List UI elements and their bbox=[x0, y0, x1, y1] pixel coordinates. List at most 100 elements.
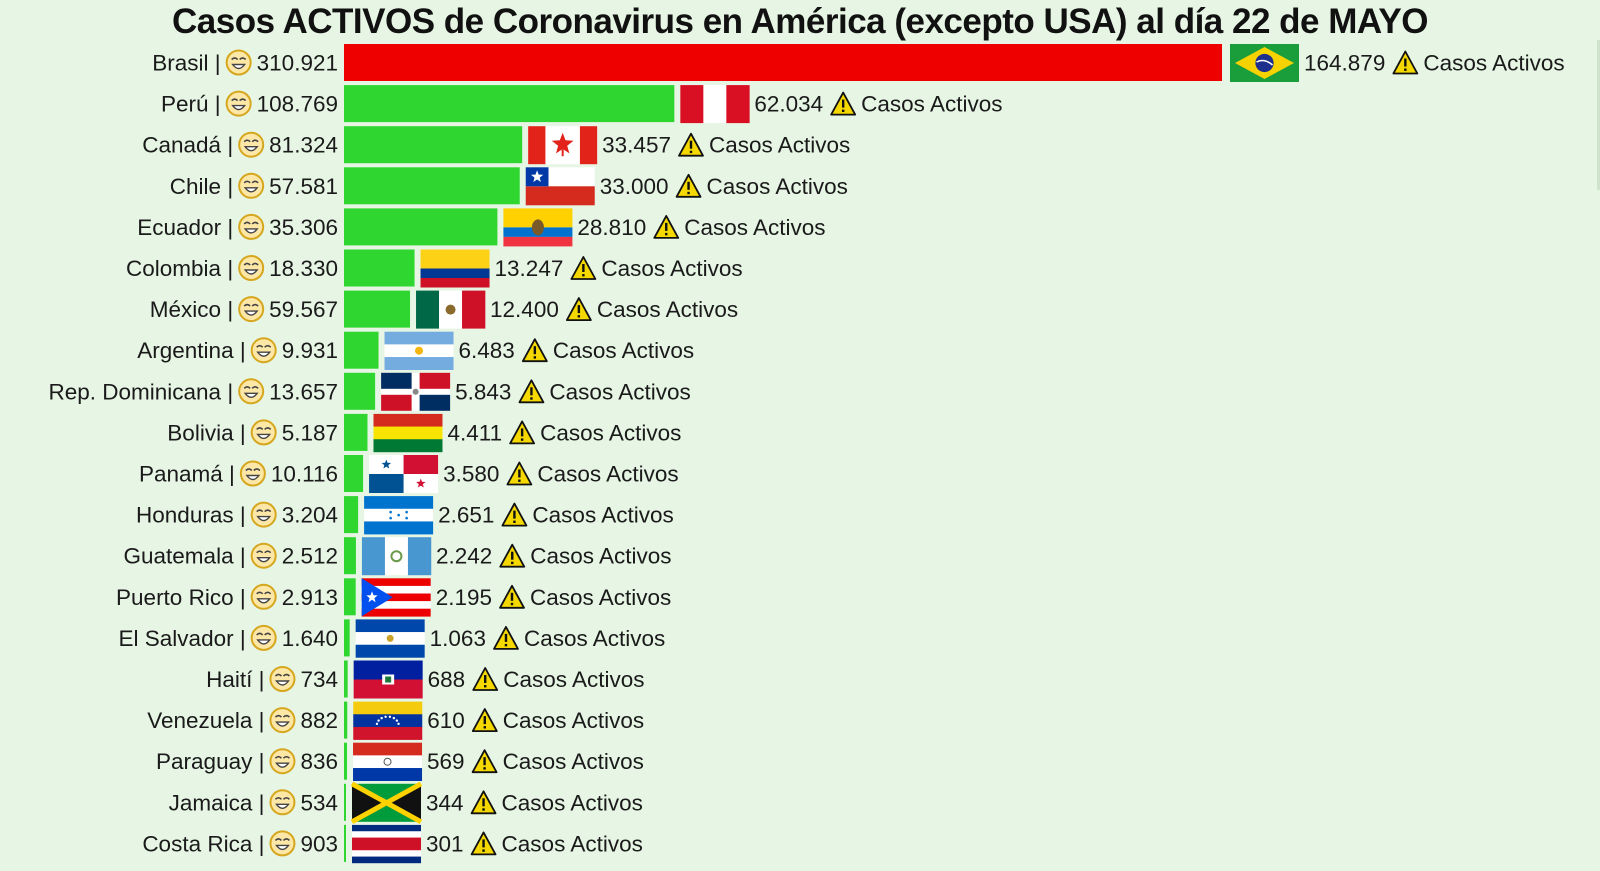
total-cases: 108.769 bbox=[257, 92, 338, 117]
bar bbox=[344, 783, 346, 821]
active-suffix: Casos Activos bbox=[684, 215, 825, 240]
total-cases: 10.116 bbox=[271, 462, 338, 487]
total-cases: 18.330 bbox=[269, 256, 338, 281]
bar bbox=[344, 85, 675, 123]
smiling-face-icon bbox=[269, 748, 296, 775]
country-label: Honduras | bbox=[136, 503, 246, 528]
active-value: 12.400 bbox=[490, 297, 559, 322]
bar-row: 33.457 Casos Activos 81.324 Canadá | bbox=[142, 126, 850, 165]
scrollbar-edge[interactable] bbox=[1597, 40, 1600, 190]
total-cases: 81.324 bbox=[269, 133, 338, 158]
flag-dominican-republic-icon bbox=[381, 372, 451, 411]
total-cases: 13.657 bbox=[269, 379, 338, 404]
warning-icon bbox=[499, 543, 526, 568]
country-label: Brasil | bbox=[152, 51, 220, 76]
warning-icon bbox=[518, 379, 545, 404]
active-value: 1.063 bbox=[430, 626, 486, 651]
bar-row: 28.810 Casos Activos 35.306 Ecuador | bbox=[137, 208, 826, 247]
warning-icon bbox=[493, 626, 519, 650]
active-value: 4.411 bbox=[447, 420, 502, 445]
warning-icon bbox=[472, 667, 499, 691]
active-suffix: Casos Activos bbox=[502, 831, 643, 856]
total-cases: 57.581 bbox=[269, 174, 338, 199]
active-value: 2.242 bbox=[436, 544, 492, 569]
active-value: 301 bbox=[426, 831, 464, 856]
country-label: Paraguay | bbox=[156, 749, 264, 774]
flag-venezuela-icon bbox=[353, 701, 423, 740]
bar bbox=[344, 208, 498, 246]
active-value: 2.195 bbox=[436, 585, 492, 610]
bar bbox=[344, 455, 364, 492]
active-suffix: Casos Activos bbox=[532, 503, 673, 528]
total-cases: 3.204 bbox=[282, 503, 338, 528]
bar bbox=[344, 701, 348, 739]
total-cases: 734 bbox=[300, 667, 338, 692]
bar-row: 62.034 Casos Activos 108.769 Perú | bbox=[161, 85, 1002, 124]
active-suffix: Casos Activos bbox=[540, 420, 681, 445]
active-suffix: Casos Activos bbox=[503, 708, 644, 733]
smiling-face-icon bbox=[250, 542, 277, 569]
total-cases: 1.640 bbox=[282, 626, 338, 651]
active-value: 13.247 bbox=[495, 256, 564, 281]
flag-peru-icon bbox=[680, 85, 750, 124]
warning-icon bbox=[675, 173, 702, 198]
active-value: 610 bbox=[427, 708, 465, 733]
country-label: Costa Rica | bbox=[142, 831, 264, 856]
smiling-face-icon bbox=[238, 172, 265, 199]
active-suffix: Casos Activos bbox=[707, 174, 848, 199]
flag-jamaica-icon bbox=[350, 781, 423, 824]
smiling-face-icon bbox=[269, 707, 296, 734]
flag-chile-icon bbox=[525, 167, 595, 206]
bar bbox=[344, 537, 356, 575]
bar bbox=[344, 372, 376, 410]
active-value: 164.879 bbox=[1304, 51, 1385, 76]
warning-icon bbox=[830, 91, 857, 116]
active-suffix: Casos Activos bbox=[503, 667, 644, 692]
bar bbox=[344, 578, 356, 616]
country-label: Puerto Rico | bbox=[116, 585, 246, 610]
country-label: El Salvador | bbox=[119, 626, 246, 651]
smiling-face-icon bbox=[225, 49, 252, 76]
active-suffix: Casos Activos bbox=[530, 544, 671, 569]
bar-row: 3.580 Casos Activos 10.116 Panamá | bbox=[139, 455, 679, 493]
total-cases: 2.913 bbox=[282, 585, 338, 610]
country-label: Ecuador | bbox=[137, 215, 233, 240]
bar bbox=[344, 331, 379, 369]
warning-icon bbox=[1392, 50, 1419, 75]
flag-haiti-icon bbox=[353, 660, 423, 699]
total-cases: 310.921 bbox=[257, 51, 338, 76]
active-value: 6.483 bbox=[459, 338, 515, 363]
country-label: Haití | bbox=[206, 667, 264, 692]
bar-row: 569 Casos Activos 836 Paraguay | bbox=[156, 742, 644, 781]
warning-icon bbox=[506, 461, 533, 486]
smiling-face-icon bbox=[250, 583, 277, 610]
chart-title: Casos ACTIVOS de Coronavirus en América … bbox=[172, 2, 1429, 41]
total-cases: 35.306 bbox=[269, 215, 338, 240]
flag-colombia-icon bbox=[420, 249, 490, 288]
smiling-face-icon bbox=[269, 830, 296, 857]
country-label: Colombia | bbox=[126, 256, 233, 281]
smiling-face-icon bbox=[250, 624, 277, 651]
flag-costa-rica-icon bbox=[352, 824, 421, 864]
bar bbox=[344, 742, 348, 780]
smiling-face-icon bbox=[269, 666, 296, 692]
active-suffix: Casos Activos bbox=[861, 92, 1002, 117]
flag-brazil-icon bbox=[1230, 44, 1299, 82]
flag-argentina-icon bbox=[384, 331, 454, 370]
smiling-face-icon bbox=[250, 337, 277, 364]
warning-icon bbox=[499, 584, 525, 609]
bar-row: 1.063 Casos Activos 1.640 El Salvador | bbox=[119, 619, 665, 658]
bar-row: 2.242 Casos Activos 2.512 Guatemala | bbox=[124, 537, 672, 576]
bar bbox=[344, 660, 348, 698]
bar-row: 344 Casos Activos 534 Jamaica | bbox=[169, 781, 643, 824]
active-suffix: Casos Activos bbox=[537, 462, 678, 487]
bar bbox=[344, 496, 359, 534]
country-label: Venezuela | bbox=[147, 708, 264, 733]
active-value: 33.457 bbox=[602, 133, 671, 158]
flag-panama-icon bbox=[369, 455, 439, 493]
total-cases: 534 bbox=[300, 790, 338, 815]
smiling-face-icon bbox=[250, 501, 277, 528]
warning-icon bbox=[471, 749, 498, 774]
country-label: Panamá | bbox=[139, 462, 235, 487]
